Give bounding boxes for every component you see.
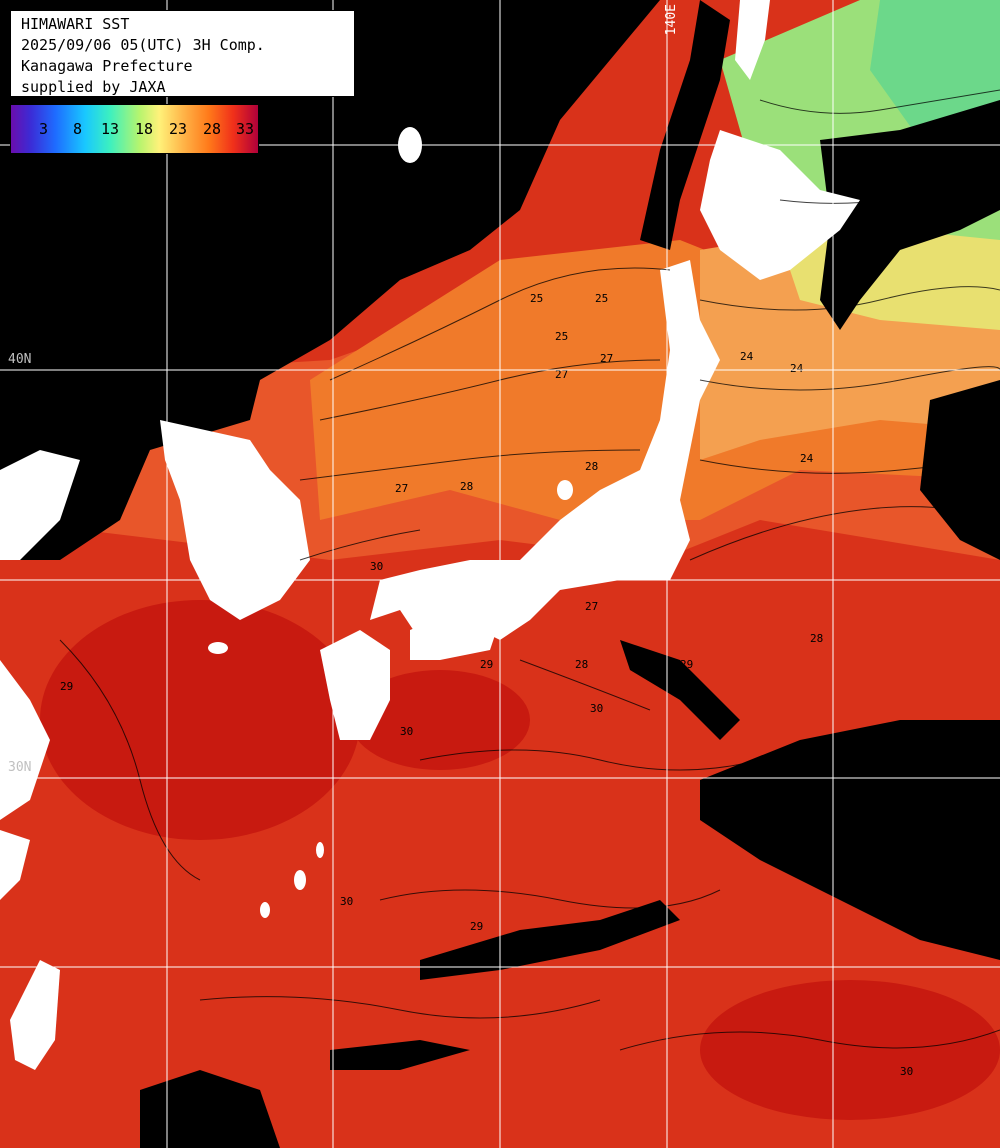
latitude-label-40n: 40N	[8, 352, 32, 367]
cloud-region	[700, 720, 1000, 960]
colorbar-tick: 13	[101, 120, 120, 138]
hot-patch	[350, 670, 530, 770]
cloud-band	[420, 900, 680, 980]
colorbar-tick: 23	[169, 120, 188, 138]
land-sakhalin	[735, 0, 770, 80]
contour-label: 24	[800, 452, 814, 465]
contour-label: 29	[480, 658, 493, 671]
contour-label: 25	[555, 330, 568, 343]
colorbar-tick: 3	[39, 120, 49, 138]
title-line-product: HIMAWARI SST	[21, 15, 130, 33]
contour-label: 28	[575, 658, 588, 671]
contour-label: 27	[395, 482, 408, 495]
colorbar-tick: 33	[236, 120, 255, 138]
contour-label: 29	[680, 658, 693, 671]
land-china-coast	[0, 450, 80, 560]
contour-label: 25	[595, 292, 608, 305]
land-korea	[160, 420, 310, 620]
longitude-label-140e: 140E	[664, 4, 679, 36]
title-box: HIMAWARI SST 2025/09/06 05(UTC) 3H Comp.…	[10, 10, 355, 97]
contour-label: 27	[600, 352, 613, 365]
sea-cold-region-2	[870, 0, 1000, 140]
contour-label: 24	[790, 362, 804, 375]
cloud-bottom	[140, 1070, 280, 1148]
land-hokkaido	[700, 130, 860, 280]
contour-label: 28	[460, 480, 473, 493]
cloud-region	[820, 100, 1000, 330]
contour-label: 30	[900, 1065, 913, 1078]
colorbar-tick: 18	[135, 120, 154, 138]
land-kyushu	[320, 630, 390, 740]
land-china-coast	[0, 830, 30, 900]
contour-label: 30	[370, 560, 383, 573]
title-line-region: Kanagawa Prefecture	[21, 57, 193, 75]
colorbar-tick: 28	[203, 120, 222, 138]
hot-patch	[40, 600, 360, 840]
contour-label: 30	[340, 895, 353, 908]
cloud-region	[640, 0, 730, 250]
temperature-colorbar: 3 8 13 18 23 28 33	[10, 104, 259, 154]
land-masses	[0, 0, 860, 1070]
contour-label: 29	[470, 920, 483, 933]
contour-label: 27	[555, 368, 568, 381]
contour-label: 28	[810, 632, 823, 645]
contour-label: 30	[400, 725, 413, 738]
cloud-region	[920, 380, 1000, 560]
title-line-credit: supplied by JAXA	[21, 78, 166, 96]
title-line-datetime: 2025/09/06 05(UTC) 3H Comp.	[21, 36, 265, 54]
land-taiwan	[10, 960, 60, 1070]
contour-label: 28	[585, 460, 598, 473]
contour-label: 30	[590, 702, 603, 715]
land-shikoku	[410, 610, 500, 660]
cloud-region	[620, 640, 740, 740]
land-honshu	[370, 260, 720, 640]
latitude-label-30n: 30N	[8, 760, 32, 775]
cloud-band	[330, 1040, 470, 1070]
contour-label: 25	[530, 292, 543, 305]
land-china-coast	[0, 660, 50, 820]
colorbar-tick: 8	[73, 120, 83, 138]
contour-label: 29	[60, 680, 73, 693]
hot-patch	[700, 980, 1000, 1120]
contour-label-group: 25 25 25 27 27 27 28 28 28 29 29 29 30 3…	[60, 292, 913, 1078]
contour-label: 27	[585, 600, 598, 613]
contour-label: 24	[740, 350, 754, 363]
contour-lines	[59, 89, 1000, 1051]
